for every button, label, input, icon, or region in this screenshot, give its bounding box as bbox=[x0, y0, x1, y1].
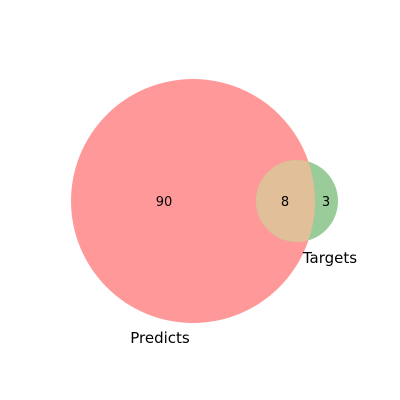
predicts-set-label: Predicts bbox=[130, 329, 190, 347]
predicts-only-count: 90 bbox=[156, 195, 173, 210]
intersection-count: 8 bbox=[281, 195, 289, 210]
targets-only-count: 3 bbox=[322, 195, 330, 210]
predicts-circle bbox=[71, 79, 315, 323]
targets-set-label: Targets bbox=[302, 249, 357, 267]
